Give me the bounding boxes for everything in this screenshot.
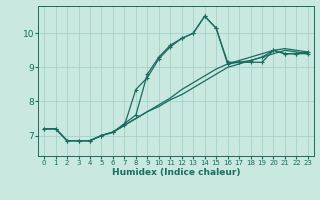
X-axis label: Humidex (Indice chaleur): Humidex (Indice chaleur) <box>112 168 240 177</box>
